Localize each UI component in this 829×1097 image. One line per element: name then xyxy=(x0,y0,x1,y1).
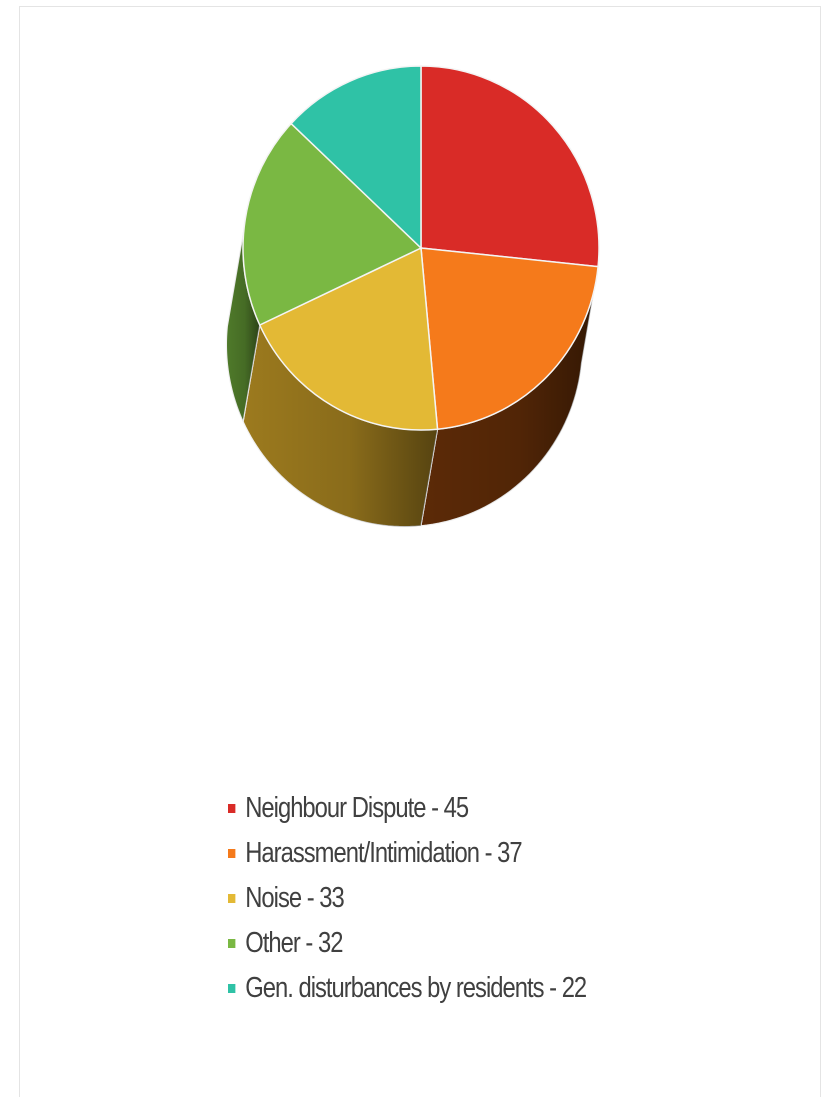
legend-swatch xyxy=(228,894,236,903)
legend-swatch xyxy=(228,849,236,858)
pie-slice-harassment-intimidation[interactable] xyxy=(420,247,599,430)
pie-slice-noise[interactable] xyxy=(258,247,439,431)
legend-swatch xyxy=(228,984,236,993)
pie-slice-neighbour-dispute[interactable] xyxy=(420,65,600,268)
legend-swatch xyxy=(228,939,236,948)
legend-item-neighbour-dispute[interactable]: Neighbour Dispute - 45 xyxy=(228,786,687,831)
legend-label: Harassment/Intimidation - 37 xyxy=(245,837,522,869)
pie-side-shade xyxy=(420,266,599,526)
legend-label: Gen. disturbances by residents - 22 xyxy=(245,972,587,1004)
pie-slice-gen-disturbances-by-residents[interactable] xyxy=(290,65,422,249)
legend-label: Other - 32 xyxy=(245,927,343,959)
pie-top xyxy=(242,65,600,431)
legend-item-harassment[interactable]: Harassment/Intimidation - 37 xyxy=(228,831,687,876)
pie-side-shade xyxy=(226,229,260,422)
legend-label: Neighbour Dispute - 45 xyxy=(245,792,469,824)
legend: Neighbour Dispute - 45 Harassment/Intimi… xyxy=(228,786,687,1011)
legend-item-noise[interactable]: Noise - 33 xyxy=(228,876,687,921)
legend-swatch xyxy=(228,804,236,813)
legend-item-other[interactable]: Other - 32 xyxy=(228,921,687,966)
pie-slice-other[interactable] xyxy=(242,122,422,326)
legend-item-gen-disturbances[interactable]: Gen. disturbances by residents - 22 xyxy=(228,966,687,1011)
pie-side-shade xyxy=(243,325,438,527)
legend-label: Noise - 33 xyxy=(245,882,345,914)
